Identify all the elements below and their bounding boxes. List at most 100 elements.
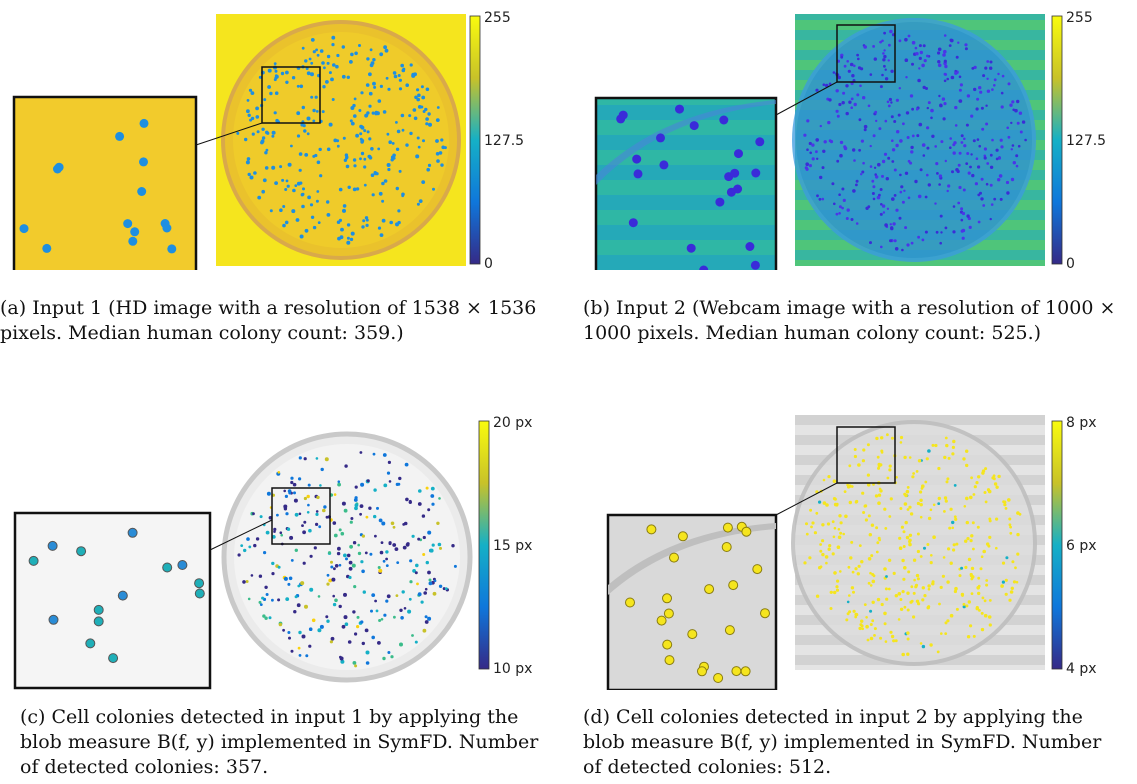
colony-dot — [945, 480, 949, 484]
colony-dot — [424, 620, 429, 624]
colony-dot — [924, 480, 928, 484]
colony-dot — [889, 29, 893, 34]
colony-dot — [265, 593, 269, 596]
colony-dot — [939, 585, 943, 589]
colony-dot — [832, 497, 837, 501]
colony-dot — [980, 611, 984, 615]
colony-dot — [904, 226, 908, 230]
colony-dot — [440, 138, 444, 142]
colony-dot — [838, 212, 841, 215]
colony-dot — [287, 162, 292, 167]
caption-a: (a) Input 1 (HD image with a resolution … — [0, 297, 537, 344]
colony-dot — [357, 551, 362, 556]
colony-dot — [874, 110, 878, 114]
inset-colony — [628, 218, 638, 228]
colony-dot — [936, 650, 940, 654]
colony-dot — [1003, 500, 1007, 504]
colony-dot — [877, 501, 881, 505]
colony-dot — [251, 132, 255, 136]
colony-dot — [408, 597, 412, 601]
colony-dot — [881, 73, 884, 77]
colony-dot — [342, 208, 346, 213]
colony-dot — [991, 138, 994, 142]
colony-dot — [959, 83, 963, 87]
colony-dot — [403, 521, 408, 526]
colony-dot — [883, 567, 887, 571]
colony-dot — [271, 130, 276, 135]
colony-dot — [865, 206, 869, 210]
colony-dot — [867, 557, 872, 561]
colony-dot — [1004, 592, 1008, 596]
colony-dot — [806, 119, 810, 123]
colony-dot — [357, 543, 361, 547]
colony-dot — [957, 201, 961, 205]
colony-dot — [416, 202, 420, 206]
colony-dot — [1001, 74, 1005, 78]
colony-dot — [343, 158, 348, 162]
colony-dot — [938, 183, 941, 186]
colony-dot — [261, 189, 266, 194]
colony-dot — [336, 53, 340, 58]
colony-dot — [401, 128, 405, 132]
colony-dot — [953, 141, 957, 145]
colony-dot — [922, 85, 926, 90]
colony-dot — [273, 530, 276, 533]
colony-dot — [342, 204, 347, 208]
colony-dot — [451, 544, 455, 548]
colony-dot — [396, 129, 401, 134]
colony-dot — [960, 207, 964, 211]
colony-dot — [888, 464, 892, 468]
colony-dot — [336, 139, 340, 143]
colony-dot — [322, 85, 326, 89]
colony-dot — [341, 45, 345, 49]
inset-colonies — [625, 521, 770, 683]
colony-dot — [846, 208, 850, 212]
colony-dot — [903, 189, 906, 192]
colony-dot — [1004, 578, 1008, 582]
colony-dot — [965, 604, 969, 608]
colony-dot — [911, 134, 915, 138]
colony-dot — [282, 223, 286, 228]
colony-dot — [290, 559, 294, 562]
colony-dot — [372, 81, 376, 86]
colony-dot — [295, 218, 300, 222]
colony-dot — [881, 159, 886, 164]
colony-dot — [862, 511, 866, 514]
colony-dot — [438, 151, 443, 155]
colony-dot — [306, 132, 310, 136]
colony-dot — [940, 632, 943, 635]
colony-dot — [373, 488, 377, 492]
colony-dot — [978, 86, 982, 90]
colony-dot — [255, 106, 259, 111]
colony-dot — [905, 489, 910, 494]
colony-dot — [424, 107, 428, 112]
colony-dot — [264, 616, 268, 620]
colony-dot — [852, 609, 856, 613]
inset-colony — [123, 219, 133, 229]
colony-dot — [350, 231, 355, 236]
colony-dot — [353, 164, 357, 168]
colony-dot — [366, 57, 370, 61]
colony-dot — [360, 482, 365, 487]
colony-dot — [294, 184, 298, 188]
colony-dot — [822, 478, 826, 482]
colony-dot — [246, 109, 250, 114]
colony-dot — [253, 543, 257, 548]
colony-dot — [873, 634, 876, 637]
colony-dot — [852, 148, 856, 152]
colony-dot — [264, 585, 268, 589]
colony-dot — [931, 134, 935, 138]
colony-dot — [848, 484, 852, 488]
colony-dot — [955, 168, 959, 172]
colony-dot — [903, 605, 907, 609]
colony-dot — [884, 68, 887, 71]
colony-dot — [911, 475, 915, 479]
colony-dot — [294, 595, 298, 599]
colony-dot — [359, 157, 362, 161]
colony-dot — [977, 220, 981, 224]
colony-dot — [970, 476, 973, 480]
inset-colony — [704, 584, 715, 595]
colony-dot — [919, 642, 923, 645]
colony-dot — [334, 564, 339, 568]
colony-dot — [359, 512, 362, 516]
